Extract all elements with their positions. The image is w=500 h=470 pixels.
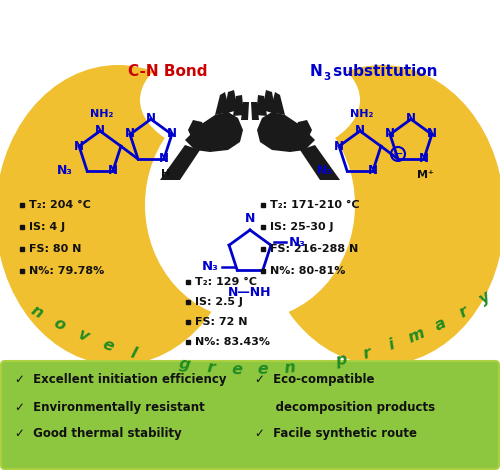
Polygon shape [270,92,285,115]
Text: N: N [368,164,378,177]
Text: n: n [283,360,296,376]
Text: FS: 216-288 N: FS: 216-288 N [270,244,358,254]
Text: N: N [95,125,105,138]
Text: e: e [0,273,2,291]
Text: m: m [406,325,427,346]
Text: ✓  Eco-compatible: ✓ Eco-compatible [255,374,374,386]
Polygon shape [292,120,312,145]
Polygon shape [215,92,230,115]
Text: N₃: N₃ [57,164,73,177]
Polygon shape [256,95,267,116]
Text: 3: 3 [323,72,330,82]
Text: NH₂: NH₂ [90,109,114,119]
Text: i: i [387,337,397,353]
Polygon shape [160,145,200,180]
Polygon shape [257,112,315,152]
Text: IS: 2.5 J: IS: 2.5 J [195,297,243,307]
Text: N₃: N₃ [202,260,219,273]
Ellipse shape [260,65,500,365]
Text: N₃: N₃ [289,235,306,249]
Text: N—NH: N—NH [228,286,272,299]
Text: ✓  Excellent initiation efficiency: ✓ Excellent initiation efficiency [15,374,227,386]
Text: e: e [258,362,269,377]
Text: substitution: substitution [328,64,438,79]
Text: N: N [146,112,156,125]
Polygon shape [300,145,340,180]
Text: decomposition products: decomposition products [255,400,435,414]
Text: ✓  Environmentally resistant: ✓ Environmentally resistant [15,400,205,414]
Text: r: r [361,345,372,362]
Text: T₂: 129 °C: T₂: 129 °C [195,277,257,287]
Text: v: v [76,327,92,345]
Text: N: N [334,140,344,153]
Polygon shape [224,90,238,114]
Text: FS: 80 N: FS: 80 N [29,244,82,254]
Text: N: N [355,125,365,138]
Text: N: N [167,127,177,140]
Text: N%: 80-81%: N%: 80-81% [270,266,345,276]
Text: n: n [28,303,46,321]
Text: o: o [52,315,68,334]
Text: −: − [392,148,403,160]
Text: g: g [178,357,192,373]
Text: p: p [334,352,348,368]
Text: N: N [245,212,255,225]
Text: N: N [310,64,323,79]
Text: N: N [125,127,135,140]
Polygon shape [262,90,276,114]
Text: e: e [100,337,116,354]
Text: N: N [159,151,169,164]
Text: ✓  Facile synthetic route: ✓ Facile synthetic route [255,428,417,440]
Text: a: a [432,315,448,334]
Text: NH₂: NH₂ [350,109,374,119]
Ellipse shape [140,40,360,160]
Text: N: N [108,164,118,177]
Text: N₃: N₃ [317,164,333,177]
Text: M⁺: M⁺ [418,170,434,180]
Text: C-N Bond: C-N Bond [128,64,208,79]
Text: T₂: 204 °C: T₂: 204 °C [29,200,91,210]
Text: N: N [419,151,429,164]
Text: N: N [427,127,437,140]
Text: l: l [128,345,138,361]
Text: ✓  Good thermal stability: ✓ Good thermal stability [15,428,182,440]
Text: IS: 25-30 J: IS: 25-30 J [270,222,334,232]
Polygon shape [233,95,244,116]
Text: e: e [231,362,242,377]
Text: FS: 72 N: FS: 72 N [195,317,248,327]
Text: N%: 79.78%: N%: 79.78% [29,266,104,276]
Text: H: H [161,169,170,179]
Text: y: y [477,289,494,307]
Polygon shape [241,102,249,120]
Text: N: N [406,112,416,125]
Ellipse shape [145,90,355,320]
Text: IS: 4 J: IS: 4 J [29,222,65,232]
Text: T₂: 171-210 °C: T₂: 171-210 °C [270,200,360,210]
Polygon shape [251,102,259,120]
Text: N%: 83.43%: N%: 83.43% [195,337,270,347]
Polygon shape [188,120,208,145]
Text: r: r [456,303,470,320]
Ellipse shape [0,65,240,365]
Text: N: N [385,127,395,140]
Text: r: r [206,360,215,376]
Polygon shape [185,112,243,152]
FancyBboxPatch shape [1,361,499,469]
Text: N: N [74,140,84,153]
